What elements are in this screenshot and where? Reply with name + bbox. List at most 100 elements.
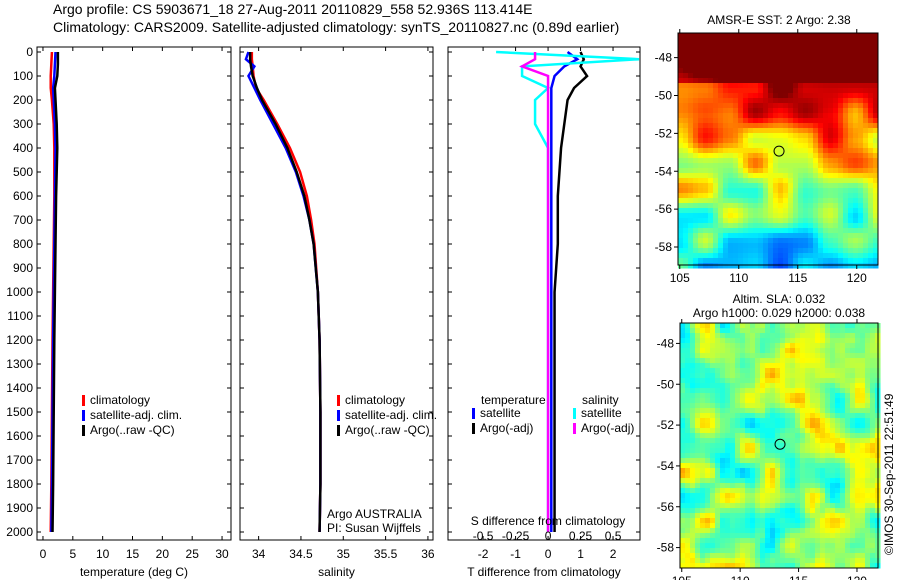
heatmap-cell [870,478,876,484]
heatmap-cell [828,33,834,39]
heatmap-cell [783,248,789,254]
heatmap-cell [713,248,719,254]
heatmap-cell [758,83,764,89]
heatmap-cell [735,468,741,474]
heatmap-cell [850,358,856,364]
heatmap-cell [873,83,879,89]
heatmap-cell [685,478,691,484]
heatmap-cell [705,348,711,354]
heatmap-cell [820,403,826,409]
heatmap-cell [795,348,801,354]
heatmap-cell [845,488,851,494]
heatmap-cell [720,393,726,399]
heatmap-cell [853,153,859,159]
y-tick-label: 1300 [6,357,33,371]
heatmap-cell [773,198,779,204]
heatmap-cell [710,353,716,359]
heatmap-cell [870,373,876,379]
heatmap-cell [863,183,869,189]
heatmap-cell [680,398,686,404]
heatmap-cell [860,333,866,339]
heatmap-cell [740,438,746,444]
heatmap-cell [795,513,801,519]
heatmap-cell [805,373,811,379]
heatmap-cell [835,398,841,404]
heatmap-cell [805,438,811,444]
heatmap-cell [713,38,719,44]
heatmap-cell [795,418,801,424]
heatmap-cell [853,43,859,49]
heatmap-cell [688,113,694,119]
heatmap-cell [703,243,709,249]
heatmap-cell [678,83,684,89]
heatmap-cell [760,388,766,394]
heatmap-cell [758,108,764,114]
heatmap-cell [715,478,721,484]
heatmap-cell [775,508,781,514]
heatmap-cell [718,238,724,244]
heatmap-cell [718,173,724,179]
heatmap-cell [855,358,861,364]
x-tick-label: -2 [478,547,489,561]
heatmap-cell [720,383,726,389]
heatmap-cell [783,153,789,159]
heatmap-cell [845,408,851,414]
legend-swatch [82,425,85,436]
heatmap-cell [778,58,784,64]
heatmap-cell [793,263,799,269]
heatmap-cell [800,518,806,524]
heatmap-cell [870,543,876,549]
y-tick-label: 500 [13,165,33,179]
heatmap-cell [825,393,831,399]
heatmap-cell [840,383,846,389]
heatmap-cell [723,88,729,94]
heatmap-cell [678,253,684,259]
heatmap-cell [805,423,811,429]
heatmap-cell [765,333,771,339]
heatmap-cell [865,353,871,359]
heatmap-cell [828,108,834,114]
heatmap-cell [748,228,754,234]
heatmap-cell [848,38,854,44]
heatmap-cell [703,73,709,79]
heatmap-cell [828,163,834,169]
heatmap-cell [848,238,854,244]
heatmap-cell [703,113,709,119]
heatmap-cell [855,543,861,549]
heatmap-cell [790,378,796,384]
heatmap-cell [693,178,699,184]
heatmap-cell [743,163,749,169]
heatmap-cell [848,178,854,184]
heatmap-cell [813,103,819,109]
heatmap-cell [690,408,696,414]
heatmap-cell [808,193,814,199]
heatmap-cell [803,138,809,144]
heatmap-cell [700,508,706,514]
heatmap-cell [798,263,804,269]
heatmap-cell [765,483,771,489]
heatmap-cell [848,203,854,209]
heatmap-cell [755,458,761,464]
heatmap-cell [773,83,779,89]
heatmap-cell [860,443,866,449]
heatmap-cell [820,353,826,359]
heatmap-cell [840,503,846,509]
heatmap-cell [715,438,721,444]
heatmap-cell [750,468,756,474]
heatmap-cell [768,83,774,89]
heatmap-cell [743,243,749,249]
heatmap-cell [698,113,704,119]
heatmap-cell [703,253,709,259]
heatmap-cell [828,43,834,49]
heatmap-cell [793,133,799,139]
heatmap-cell [818,43,824,49]
heatmap-cell [865,398,871,404]
heatmap-cell [820,483,826,489]
heatmap-cell [868,188,874,194]
heatmap-cell [838,223,844,229]
heatmap-cell [723,178,729,184]
heatmap-cell [740,348,746,354]
heatmap-cell [705,528,711,534]
heatmap-cell [700,483,706,489]
heatmap-cell [715,483,721,489]
